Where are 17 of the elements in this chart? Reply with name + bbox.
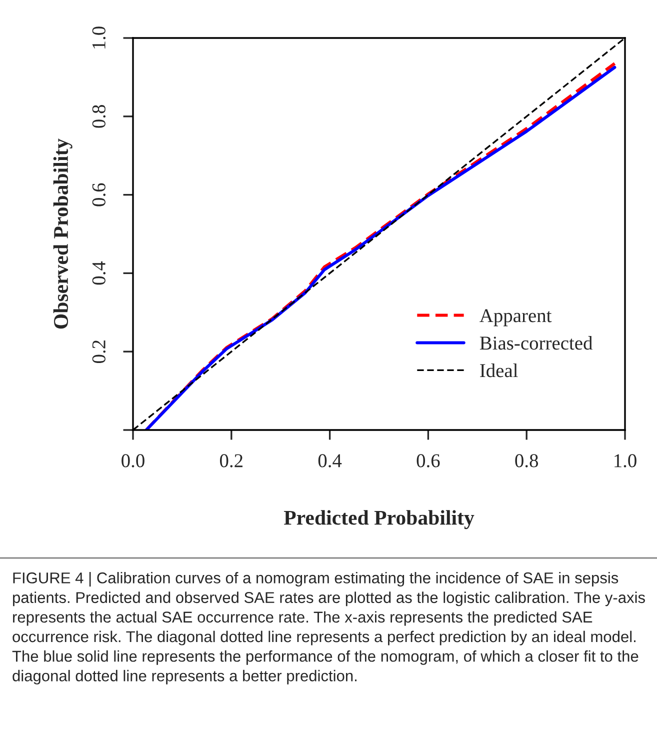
x-tick-label: 0.0 xyxy=(122,454,144,468)
x-tick-label: 0.6 xyxy=(416,454,440,468)
y-tick-label: 1.0 xyxy=(92,26,106,48)
y-tick-label: 0.6 xyxy=(92,183,106,206)
x-tick-label: 0.2 xyxy=(220,454,242,468)
y-tick-label: 0.4 xyxy=(92,261,106,285)
caption: FIGURE 4 | Calibration curves of a nomogram estimating the incidence of SAE in sepsis patients. Predicted and observed SAE rates are plotted as the logistic calibration. The y-axis represents the actual SAE occurrence rate. The x-axis represents the predicted SAE occurrence risk. The diagonal dotted line represents a perfect prediction by an ideal model. The blue solid line represents the performance of the nomogram, of which a closer fit to the diagonal dotted line represents a better prediction. xyxy=(12,572,645,684)
x-tick-label: 0.4 xyxy=(318,454,342,468)
legend-label: Ideal xyxy=(480,364,518,378)
y-tick-label: 0.2 xyxy=(92,340,106,364)
x-tick-label: 0.8 xyxy=(515,454,538,468)
x-axis-title: Predicted Probability xyxy=(284,510,474,530)
legend-label: Bias-corrected xyxy=(480,336,592,350)
legend-label: Apparent xyxy=(480,309,552,326)
y-axis-title: Observed Probability xyxy=(53,138,72,329)
y-tick-label: 0.8 xyxy=(92,104,106,128)
x-tick-label: 1.0 xyxy=(614,454,636,468)
